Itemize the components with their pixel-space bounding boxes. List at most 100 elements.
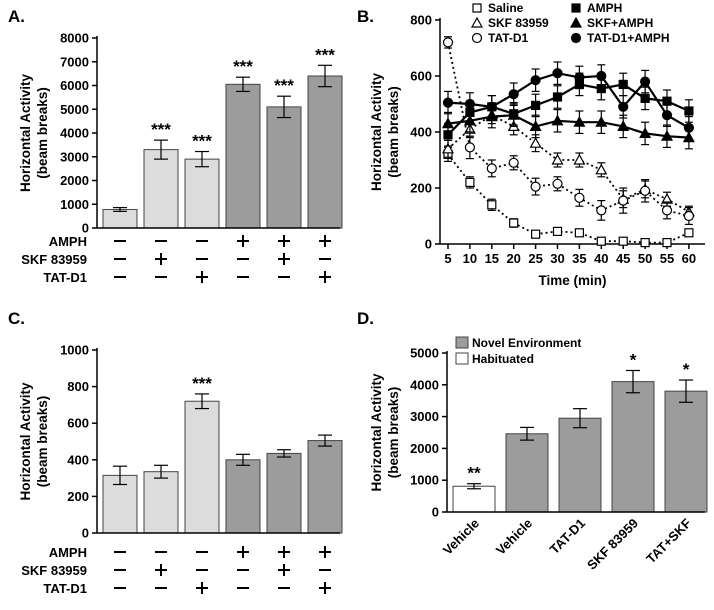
panel-d-significance-marker: ** bbox=[467, 464, 481, 483]
panel-b-data-point bbox=[573, 115, 586, 127]
panel-a-y-tick-label: 4000 bbox=[60, 126, 89, 141]
panel-b-data-point bbox=[464, 142, 475, 153]
panel-c-condition-label: SKF 83959 bbox=[21, 563, 87, 578]
panel-a-y-tick-label: 2000 bbox=[60, 173, 89, 188]
panel-b-data-point bbox=[463, 114, 476, 126]
panel-c-y-tick-label: 400 bbox=[67, 452, 89, 467]
panel-d-legend-label: Habituated bbox=[472, 352, 534, 366]
panel-b-data-point bbox=[684, 106, 694, 116]
panel-a-bar bbox=[184, 158, 220, 229]
panel-b-data-point bbox=[661, 110, 673, 121]
panel-d-legend-label: Novel Environment bbox=[472, 336, 581, 350]
panel-b-data-point bbox=[529, 120, 542, 131]
panel-c-y-tick-label: 200 bbox=[67, 489, 89, 504]
panel-b-legend-label: Saline bbox=[488, 1, 524, 15]
panel-c-condition-label: TAT-D1 bbox=[43, 581, 87, 596]
panel-b-data-point bbox=[574, 228, 585, 238]
panel-b-x-tick-label: 10 bbox=[463, 251, 477, 266]
panel-d-y-tick-label: 3000 bbox=[410, 409, 439, 424]
panel-b-data-point bbox=[684, 228, 694, 238]
panel-a-bar bbox=[143, 149, 179, 229]
panel-b-data-point bbox=[530, 181, 541, 192]
panel-d-x-tick-label: Vehicle bbox=[440, 516, 482, 558]
panel-b-data-point bbox=[639, 76, 651, 87]
panel-b-x-tick-label: 60 bbox=[682, 251, 696, 266]
panel-b-data-point bbox=[618, 79, 628, 90]
panel-d-bar bbox=[452, 485, 496, 513]
panel-b-data-point bbox=[465, 177, 475, 187]
panel-a-y-tick-label: 7000 bbox=[60, 54, 89, 69]
panel-b-data-point bbox=[640, 238, 650, 248]
panel-c-y-tick-label: 600 bbox=[67, 416, 89, 431]
panel-b-data-point bbox=[596, 70, 607, 82]
panel-b-data-point bbox=[551, 114, 564, 126]
panel-b-data-point bbox=[683, 122, 695, 133]
panel-b-x-tick-label: 30 bbox=[550, 251, 564, 266]
panel-b-data-point bbox=[617, 120, 630, 131]
panel-b-x-tick-label: 20 bbox=[506, 251, 520, 266]
panel-b-y-tick-label: 200 bbox=[410, 181, 432, 196]
panel-d-y-tick-label: 5000 bbox=[410, 346, 439, 361]
panel-b-legend-marker bbox=[472, 3, 482, 13]
panel-a-y-tick-label: 6000 bbox=[60, 78, 89, 93]
panel-b-data-point bbox=[552, 92, 563, 102]
panel-d-x-tick-label: TAT+SKF bbox=[643, 515, 694, 566]
panel-b-x-tick-label: 55 bbox=[660, 251, 674, 266]
panel-b-legend-marker bbox=[571, 3, 581, 13]
panel-b-data-point bbox=[530, 229, 541, 239]
panel-d-x-tick-label: TAT-D1 bbox=[547, 516, 588, 557]
panel-b-data-point bbox=[573, 153, 586, 165]
panel-b-legend-label: TAT-D1+AMPH bbox=[587, 31, 670, 45]
panel-b-data-point bbox=[442, 97, 454, 108]
panel-c-condition-label: AMPH bbox=[49, 545, 87, 560]
panel-c-bar bbox=[225, 459, 261, 534]
panel-a-y-tick-label: 1000 bbox=[60, 197, 89, 212]
panel-b-data-point bbox=[660, 129, 674, 141]
panel-d-y-axis-label: Horizontal Activity (beam breaks) bbox=[369, 373, 401, 492]
panel-b-y-tick-label: 400 bbox=[410, 125, 432, 140]
panel-b-data-point bbox=[595, 163, 608, 175]
panel-b-data-point bbox=[661, 205, 673, 216]
panel-b-legend-label: SKF 83959 bbox=[488, 16, 549, 30]
panel-d-significance-marker: * bbox=[683, 360, 690, 379]
panel-a-y-tick-label: 8000 bbox=[60, 31, 89, 46]
panel-b-data-point bbox=[530, 75, 541, 86]
panel-b-legend-marker bbox=[569, 16, 583, 28]
panel-b-data-point bbox=[441, 117, 455, 129]
panel-d-bar bbox=[611, 381, 655, 513]
panel-b-data-point bbox=[507, 108, 520, 120]
panel-a-bar bbox=[307, 75, 343, 229]
panel-a-bar bbox=[102, 208, 138, 229]
panel-b-data-point bbox=[529, 136, 542, 148]
panel-b-y-tick-label: 600 bbox=[410, 69, 432, 84]
panel-b-data-point bbox=[639, 185, 651, 196]
panel-d-bar bbox=[505, 433, 549, 513]
panel-b-data-point bbox=[464, 98, 475, 110]
panel-d-significance-marker: * bbox=[630, 350, 637, 369]
panel-b-series-line bbox=[447, 114, 689, 139]
panel-b-panel-label: B. bbox=[357, 7, 374, 26]
panel-b-data-point bbox=[508, 89, 519, 100]
panel-a-bar bbox=[266, 106, 302, 229]
panel-b-data-point bbox=[595, 115, 608, 127]
panel-d-y-tick-label: 2000 bbox=[410, 441, 439, 456]
panel-b-data-point bbox=[574, 72, 585, 83]
panel-a-y-tick-label: 5000 bbox=[60, 102, 89, 117]
panel-c-y-tick-label: 0 bbox=[82, 526, 89, 541]
panel-b-data-point bbox=[530, 100, 541, 111]
panel-b-series-line bbox=[447, 153, 690, 244]
panel-d-x-tick-label: SKF 83959 bbox=[584, 516, 641, 573]
panel-b-legend-marker bbox=[570, 32, 582, 44]
panel-b-data-point bbox=[442, 37, 454, 48]
panel-b-legend-marker bbox=[470, 16, 484, 28]
panel-c-bar bbox=[184, 400, 220, 534]
panel-b-series-line bbox=[447, 42, 690, 217]
panel-b-x-tick-label: 15 bbox=[485, 251, 499, 266]
panel-a-significance-marker: *** bbox=[192, 132, 212, 151]
panel-b-data-point bbox=[618, 236, 628, 246]
panel-a-panel-label: A. bbox=[8, 7, 25, 26]
panel-b-data-point bbox=[640, 93, 650, 104]
panel-b-data-point bbox=[596, 236, 606, 246]
panel-d-y-tick-label: 4000 bbox=[410, 377, 439, 392]
